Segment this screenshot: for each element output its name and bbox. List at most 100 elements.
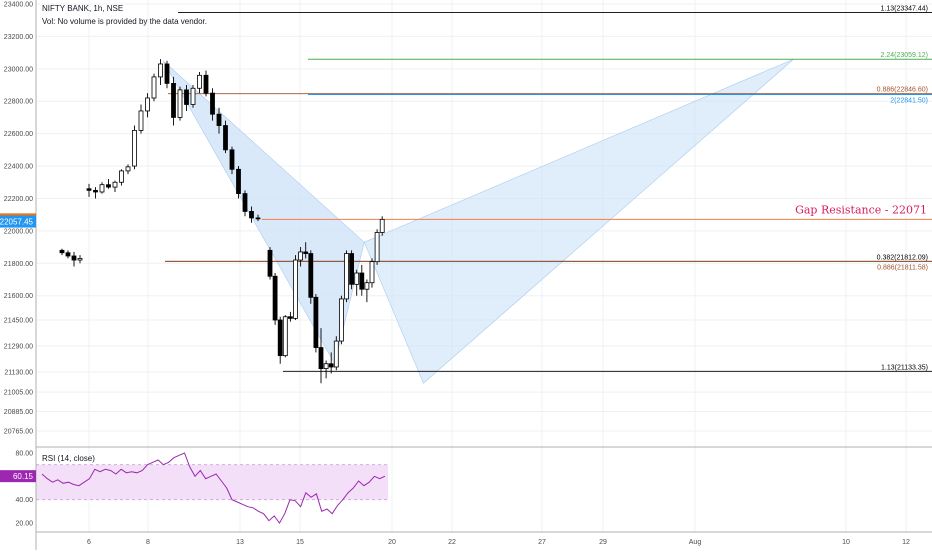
price-tick-label: 23000.00 xyxy=(4,66,33,73)
candle-body xyxy=(125,166,131,172)
date-tick-label: 10 xyxy=(842,539,850,546)
candle-body xyxy=(65,252,71,257)
fib-level-label: 2(22841.50) xyxy=(890,98,928,105)
candle xyxy=(93,187,98,199)
fib-level-label: 0.886(21811.58) xyxy=(877,264,928,271)
candle xyxy=(369,258,375,288)
date-tick-label: 6 xyxy=(87,539,91,546)
candle-body xyxy=(177,89,183,118)
candle-body xyxy=(106,184,111,188)
prev-price-tag: 22057.45 xyxy=(0,215,36,228)
candle xyxy=(190,85,196,108)
price-tick-label: 20765.00 xyxy=(4,429,33,436)
candle-body xyxy=(171,83,176,118)
price-tick-label: 21130.00 xyxy=(4,369,33,376)
candle-body xyxy=(158,63,163,78)
candle xyxy=(99,182,105,194)
date-tick-label: 27 xyxy=(538,539,546,546)
candle xyxy=(86,183,92,197)
candle xyxy=(323,360,329,379)
rsi-value-tag-bg xyxy=(0,470,36,483)
candle xyxy=(158,59,163,86)
harmonic-pattern xyxy=(162,58,794,384)
candle-body xyxy=(223,125,228,151)
candle xyxy=(287,311,293,322)
candle xyxy=(71,251,77,267)
candle-body xyxy=(272,275,278,321)
prev-price-tag-bg xyxy=(0,215,36,228)
rsi-band xyxy=(36,464,388,500)
pattern-bcd xyxy=(363,58,794,384)
date-tick-label: 22 xyxy=(448,539,456,546)
candle-body xyxy=(374,232,380,263)
candle-body xyxy=(369,261,375,284)
date-tick-label: 12 xyxy=(902,539,910,546)
price-tick-label: 22400.00 xyxy=(4,164,33,171)
candle xyxy=(59,248,65,256)
candle xyxy=(359,264,365,296)
candle xyxy=(216,107,222,134)
candle xyxy=(298,247,304,267)
date-tick-label: Aug xyxy=(689,539,702,546)
rsi-line xyxy=(41,452,386,524)
candles xyxy=(59,59,385,384)
candle xyxy=(267,247,273,280)
candle-body xyxy=(59,249,65,254)
candle xyxy=(119,169,124,186)
candle xyxy=(145,93,150,118)
price-tick-label: 23200.00 xyxy=(4,34,33,41)
price-tick-label: 21005.00 xyxy=(4,390,33,397)
date-tick-label: 20 xyxy=(388,539,396,546)
candle-body xyxy=(308,253,314,298)
candle xyxy=(364,279,370,303)
gap-resistance-label: Gap Resistance - 22071 xyxy=(795,203,927,216)
date-tick-label: 15 xyxy=(296,539,304,546)
candle xyxy=(229,146,235,175)
candle-body xyxy=(267,249,273,277)
price-tick-label: 21290.00 xyxy=(4,343,33,350)
pattern-xab xyxy=(162,60,365,365)
candle-body xyxy=(112,181,118,188)
candle-body xyxy=(119,170,124,183)
candle xyxy=(249,206,254,223)
candle-body xyxy=(287,316,293,319)
candle xyxy=(303,242,309,259)
candle-body xyxy=(338,298,344,342)
candle-body xyxy=(313,296,319,348)
candle xyxy=(272,273,278,325)
candle xyxy=(236,166,241,199)
date-tick-label: 8 xyxy=(146,539,150,546)
grid xyxy=(36,0,932,532)
rsi-value-tag: 60.15 xyxy=(0,470,36,483)
candle-body xyxy=(86,188,92,191)
candle-body xyxy=(145,97,150,112)
candle-body xyxy=(184,89,189,105)
candle xyxy=(164,60,170,89)
candle-body xyxy=(354,272,360,285)
candle-body xyxy=(229,149,235,170)
candle xyxy=(125,164,131,175)
price-tick-label: 22800.00 xyxy=(4,99,33,106)
price-tick-label: 21800.00 xyxy=(4,261,33,268)
candle-body xyxy=(203,74,209,94)
price-tick-label: 20885.00 xyxy=(4,409,33,416)
candle xyxy=(255,214,261,222)
candle xyxy=(379,216,385,236)
candle xyxy=(308,250,314,304)
candle-body xyxy=(298,251,304,261)
candle-body xyxy=(323,363,329,370)
candle xyxy=(203,70,209,97)
price-tick-label: 22600.00 xyxy=(4,131,33,138)
candle xyxy=(197,72,202,94)
rsi-tick-label: 80.00 xyxy=(15,451,33,458)
candle-body xyxy=(379,218,385,233)
candle-body xyxy=(99,184,105,193)
rsi-value-tag-text: 60.15 xyxy=(13,472,34,481)
candle xyxy=(112,180,118,192)
candle-body xyxy=(359,272,365,290)
candle xyxy=(65,250,71,259)
candle-body xyxy=(197,74,202,89)
candle-body xyxy=(303,251,309,254)
